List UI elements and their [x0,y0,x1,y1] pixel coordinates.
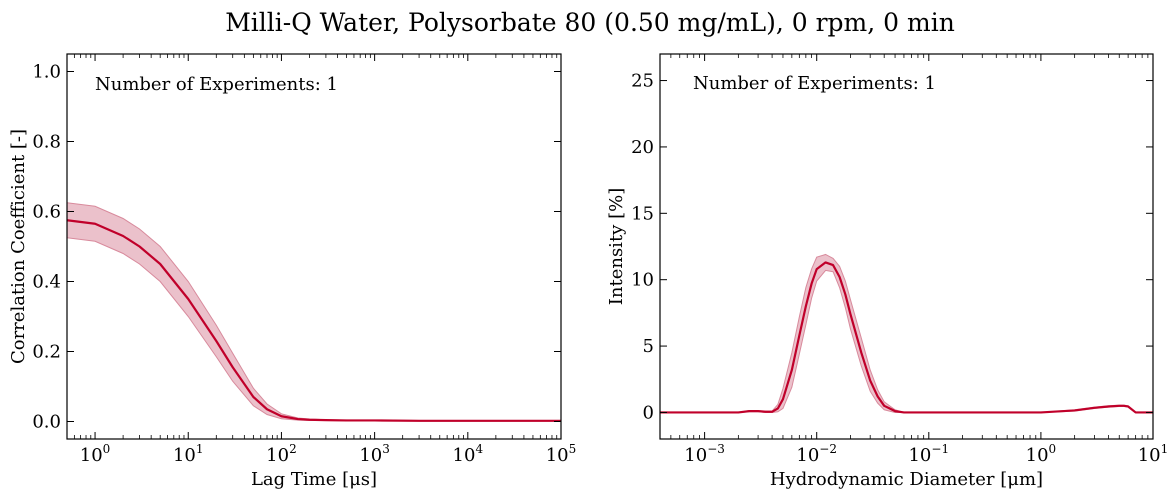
y-axis-label: Intensity [%] [606,188,627,305]
axes-frame [66,53,562,440]
x-tick-label: 105 [546,442,577,466]
x-axis-label: Lag Time [μs] [251,469,377,490]
data-line [660,261,1153,414]
plot-area [67,202,561,422]
y-tick-label: 0.6 [32,202,61,223]
y-tick-label: 10 [631,270,654,291]
x-tick-label: 10−3 [684,442,725,466]
y-tick-label: 0.0 [32,412,61,433]
y-tick-label: 1.0 [32,62,61,83]
x-tick-label: 101 [173,442,204,466]
x-tick-label: 100 [1026,442,1057,466]
y-tick-label: 0.4 [32,272,61,293]
y-tick-label: 0 [643,402,654,423]
confidence-band [660,253,1153,413]
axes-frame [659,53,1154,440]
experiments-annotation: Number of Experiments: 1 [693,73,936,94]
data-line [67,219,561,422]
x-tick-label: 102 [266,442,297,466]
x-tick-label: 104 [453,442,484,466]
intensity-panel: 10−3 10−2 10−1 100 101 0 5 10 15 20 25 Hydrodynamic… [606,53,1169,490]
figure-title: Milli-Q Water, Polysorbate 80 (0.50 mg/m… [225,8,955,37]
x-tick-label: 10−2 [796,442,837,466]
x-tick-label: 103 [359,442,390,466]
x-axis-label: Hydrodynamic Diameter [μm] [770,469,1043,490]
x-tick-label: 101 [1138,442,1169,466]
correlation-panel: 100 101 102 103 104 105 0.0 0.2 0.4 0.6 0.8 1.0 Lag … [8,53,577,490]
y-tick-label: 0.2 [32,342,61,363]
y-tick-label: 20 [631,137,654,158]
y-tick-label: 15 [631,203,654,224]
y-tick-label: 0.8 [32,132,61,153]
x-tick-label: 100 [80,442,111,466]
y-tick-label: 25 [631,71,654,92]
y-tick-label: 5 [643,336,654,357]
x-tick-label: 10−1 [908,442,949,466]
plot-area [660,253,1153,414]
y-axis-label: Correlation Coefficient [-] [8,129,29,364]
confidence-band [67,202,561,422]
experiments-annotation: Number of Experiments: 1 [95,74,338,95]
